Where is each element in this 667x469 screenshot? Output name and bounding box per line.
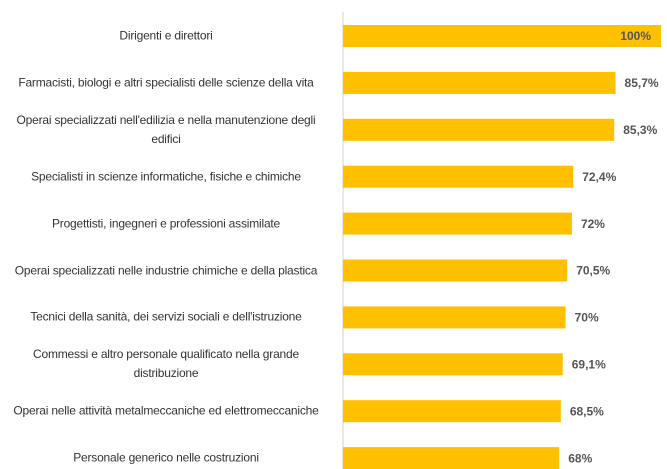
value-label: 100% (620, 29, 651, 43)
bar (343, 306, 566, 329)
category-label: Farmacisti, biologi e altri specialisti … (18, 75, 314, 90)
category-label: Specialisti in scienze informatiche, fis… (31, 169, 301, 184)
bar (343, 212, 572, 235)
value-label: 69,1% (572, 357, 606, 371)
category-label: Commessi e altro personale qualificato n… (33, 347, 299, 381)
bar (343, 447, 560, 469)
value-label: 70,5% (576, 264, 610, 278)
value-label: 68,5% (570, 404, 604, 418)
bar (343, 259, 568, 282)
category-label: Tecnici della sanità, dei servizi social… (30, 309, 302, 324)
category-label: Progettisti, ingegneri e professioni ass… (51, 216, 281, 231)
category-label: Operai nelle attività metalmeccaniche ed… (13, 403, 319, 418)
category-label: Operai specializzati nell'edilizia e nel… (16, 112, 316, 146)
bar (343, 165, 574, 188)
category-label: Personale generico nelle costruzioni (73, 450, 259, 465)
bar (343, 353, 563, 376)
bar (343, 71, 616, 94)
value-label: 68% (568, 451, 592, 465)
bar (343, 400, 561, 423)
value-label: 72,4% (582, 170, 616, 184)
bar (343, 118, 615, 141)
value-label: 72% (581, 217, 605, 231)
bar (343, 25, 661, 47)
value-label: 85,3% (623, 123, 657, 137)
category-label: Dirigenti e direttori (119, 28, 213, 43)
value-label: 70% (575, 311, 599, 325)
value-label: 85,7% (625, 76, 659, 90)
category-label: Operai specializzati nelle industrie chi… (14, 263, 318, 277)
